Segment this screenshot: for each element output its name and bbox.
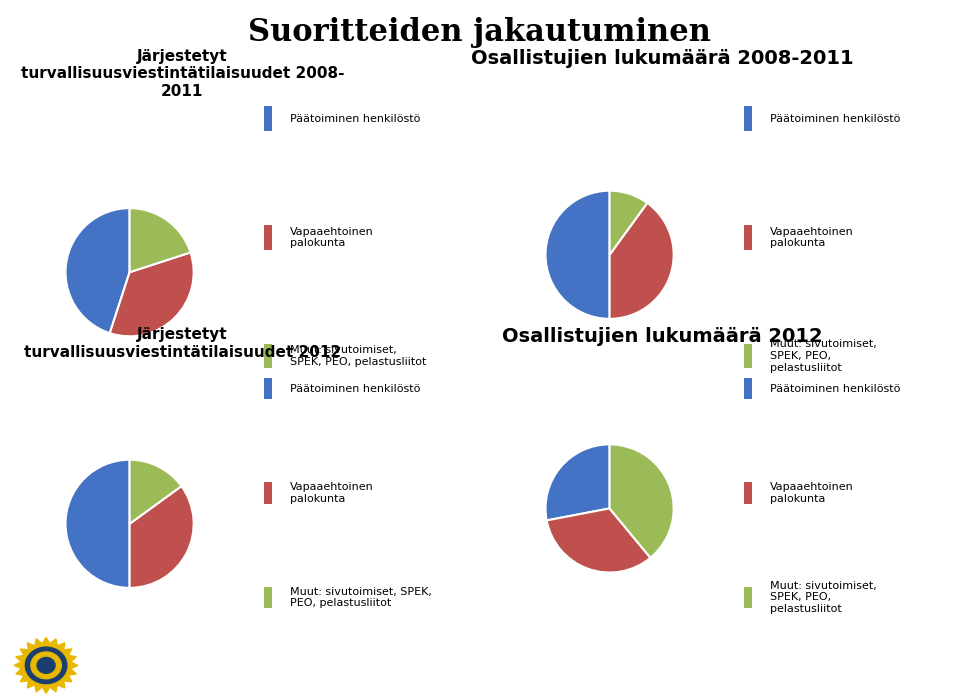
- Text: Järjestetyt
turvallisuusviestintätilaisuudet 2012: Järjestetyt turvallisuusviestintätilaisu…: [24, 327, 341, 359]
- Wedge shape: [610, 191, 647, 255]
- Bar: [744, 344, 752, 369]
- Text: 9: 9: [893, 676, 904, 692]
- Bar: [744, 378, 752, 399]
- Wedge shape: [130, 486, 194, 588]
- Bar: [264, 344, 272, 369]
- Bar: [744, 225, 752, 249]
- Text: Päätoiminen henkilöstö: Päätoiminen henkilöstö: [770, 114, 900, 124]
- Wedge shape: [610, 445, 674, 558]
- Text: Länsi-Uudenmaan pelastuslaitos│ Västra Nylands räddningsverk│ Länsi-Uusimaa Depa: Länsi-Uudenmaan pelastuslaitos│ Västra N…: [104, 657, 698, 669]
- Wedge shape: [109, 253, 194, 336]
- Bar: [264, 107, 272, 131]
- Wedge shape: [610, 203, 674, 319]
- Circle shape: [25, 647, 67, 683]
- Text: Muut: sivutoimiset,
SPEK, PEO,
pelastusliitot: Muut: sivutoimiset, SPEK, PEO, pelastusl…: [770, 339, 876, 373]
- Wedge shape: [130, 460, 181, 524]
- Bar: [744, 587, 752, 608]
- Wedge shape: [545, 445, 610, 521]
- Bar: [264, 378, 272, 399]
- Wedge shape: [65, 460, 130, 588]
- Text: Päätoiminen henkilöstö: Päätoiminen henkilöstö: [290, 384, 420, 394]
- Bar: [264, 225, 272, 249]
- Circle shape: [31, 652, 61, 678]
- Bar: [264, 482, 272, 504]
- Circle shape: [37, 658, 55, 674]
- Text: Päätoiminen henkilöstö: Päätoiminen henkilöstö: [770, 384, 900, 394]
- Text: Vapaaehtoinen
palokunta: Vapaaehtoinen palokunta: [290, 482, 373, 504]
- Wedge shape: [130, 208, 190, 272]
- Text: Vapaaehtoinen
palokunta: Vapaaehtoinen palokunta: [770, 482, 853, 504]
- Text: Osallistujien lukumäärä 2012: Osallistujien lukumäärä 2012: [502, 327, 823, 346]
- Text: Päätoiminen henkilöstö: Päätoiminen henkilöstö: [290, 114, 420, 124]
- Wedge shape: [545, 191, 610, 319]
- Text: Muut: sivutoimiset, SPEK,
PEO, pelastusliitot: Muut: sivutoimiset, SPEK, PEO, pelastusl…: [290, 587, 432, 608]
- Text: Suoritteiden jakautuminen: Suoritteiden jakautuminen: [249, 17, 711, 48]
- Bar: [264, 587, 272, 608]
- Polygon shape: [14, 637, 78, 693]
- Bar: [744, 107, 752, 131]
- Wedge shape: [546, 508, 651, 572]
- Text: Muut: sivutoimiset,
SPEK, PEO,
pelastusliitot: Muut: sivutoimiset, SPEK, PEO, pelastusl…: [770, 581, 876, 614]
- Wedge shape: [65, 208, 130, 333]
- Bar: [744, 482, 752, 504]
- Text: Osallistujien lukumäärä 2008-2011: Osallistujien lukumäärä 2008-2011: [471, 49, 853, 68]
- Text: Järjestetyt
turvallisuusviestintätilaisuudet 2008-
2011: Järjestetyt turvallisuusviestintätilaisu…: [21, 49, 344, 98]
- Text: Vapaaehtoinen
palokunta: Vapaaehtoinen palokunta: [770, 227, 853, 248]
- Text: 14.2.2013: 14.2.2013: [843, 641, 906, 653]
- Text: Vapaaehtoinen
palokunta: Vapaaehtoinen palokunta: [290, 227, 373, 248]
- Text: Muut: sivutoimiset,
SPEK, PEO, pelastusliitot: Muut: sivutoimiset, SPEK, PEO, pelastusl…: [290, 346, 426, 366]
